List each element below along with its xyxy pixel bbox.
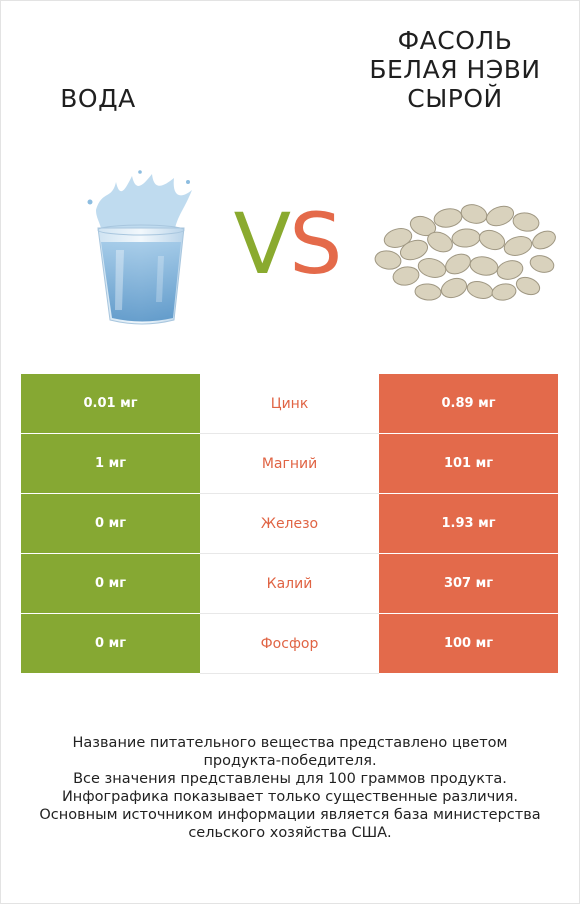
navy-beans-image xyxy=(374,204,556,301)
left-value: 0.01 мг xyxy=(21,374,200,433)
footer-line: сельского хозяйства США. xyxy=(188,825,392,841)
right-value: 1.93 мг xyxy=(379,494,558,553)
row-divider xyxy=(200,493,379,494)
footer-line: Основным источником информации является … xyxy=(39,807,541,823)
vs-s-letter: S xyxy=(289,195,342,293)
row-divider xyxy=(200,433,379,434)
nutrient-name: Магний xyxy=(200,434,379,493)
footer-notes: Название питательного вещества представл… xyxy=(20,734,560,842)
table-row: 0 мг Фосфор 100 мг xyxy=(21,614,558,674)
right-value: 307 мг xyxy=(379,554,558,613)
water-glass-image xyxy=(87,170,192,325)
left-value: 0 мг xyxy=(21,494,200,553)
vs-label: VS xyxy=(222,196,352,292)
left-product-title: Вода xyxy=(28,84,168,113)
footer-line: Название питательного вещества представл… xyxy=(72,735,508,751)
footer-line: Инфографика показывает только существенн… xyxy=(61,789,519,805)
right-product-name-line: сырой xyxy=(407,84,503,113)
left-value: 0 мг xyxy=(21,554,200,613)
right-value: 0.89 мг xyxy=(379,374,558,433)
right-value: 101 мг xyxy=(379,434,558,493)
row-divider xyxy=(200,673,379,674)
table-row: 0 мг Калий 307 мг xyxy=(21,554,558,614)
row-divider xyxy=(200,553,379,554)
footer-line: Все значения представлены для 100 граммо… xyxy=(73,771,507,787)
row-divider xyxy=(200,613,379,614)
table-row: 0 мг Железо 1.93 мг xyxy=(21,494,558,554)
table-row: 1 мг Магний 101 мг xyxy=(21,434,558,494)
nutrient-name: Цинк xyxy=(200,374,379,433)
vs-v-letter: V xyxy=(233,195,291,293)
right-product-title: Фасоль белая нэви сырой xyxy=(355,26,555,113)
nutrient-name: Калий xyxy=(200,554,379,613)
table-row: 0.01 мг Цинк 0.89 мг xyxy=(21,374,558,434)
right-product-name-line: Фасоль xyxy=(397,26,513,55)
right-value: 100 мг xyxy=(379,614,558,673)
comparison-table: 0.01 мг Цинк 0.89 мг 1 мг Магний 101 мг … xyxy=(21,374,558,674)
nutrient-name: Железо xyxy=(200,494,379,553)
right-product-name-line: белая нэви xyxy=(369,55,541,84)
nutrient-name: Фосфор xyxy=(200,614,379,673)
left-product-name: Вода xyxy=(60,84,136,113)
footer-line: продукта-победителя. xyxy=(203,753,377,769)
left-value: 1 мг xyxy=(21,434,200,493)
left-value: 0 мг xyxy=(21,614,200,673)
